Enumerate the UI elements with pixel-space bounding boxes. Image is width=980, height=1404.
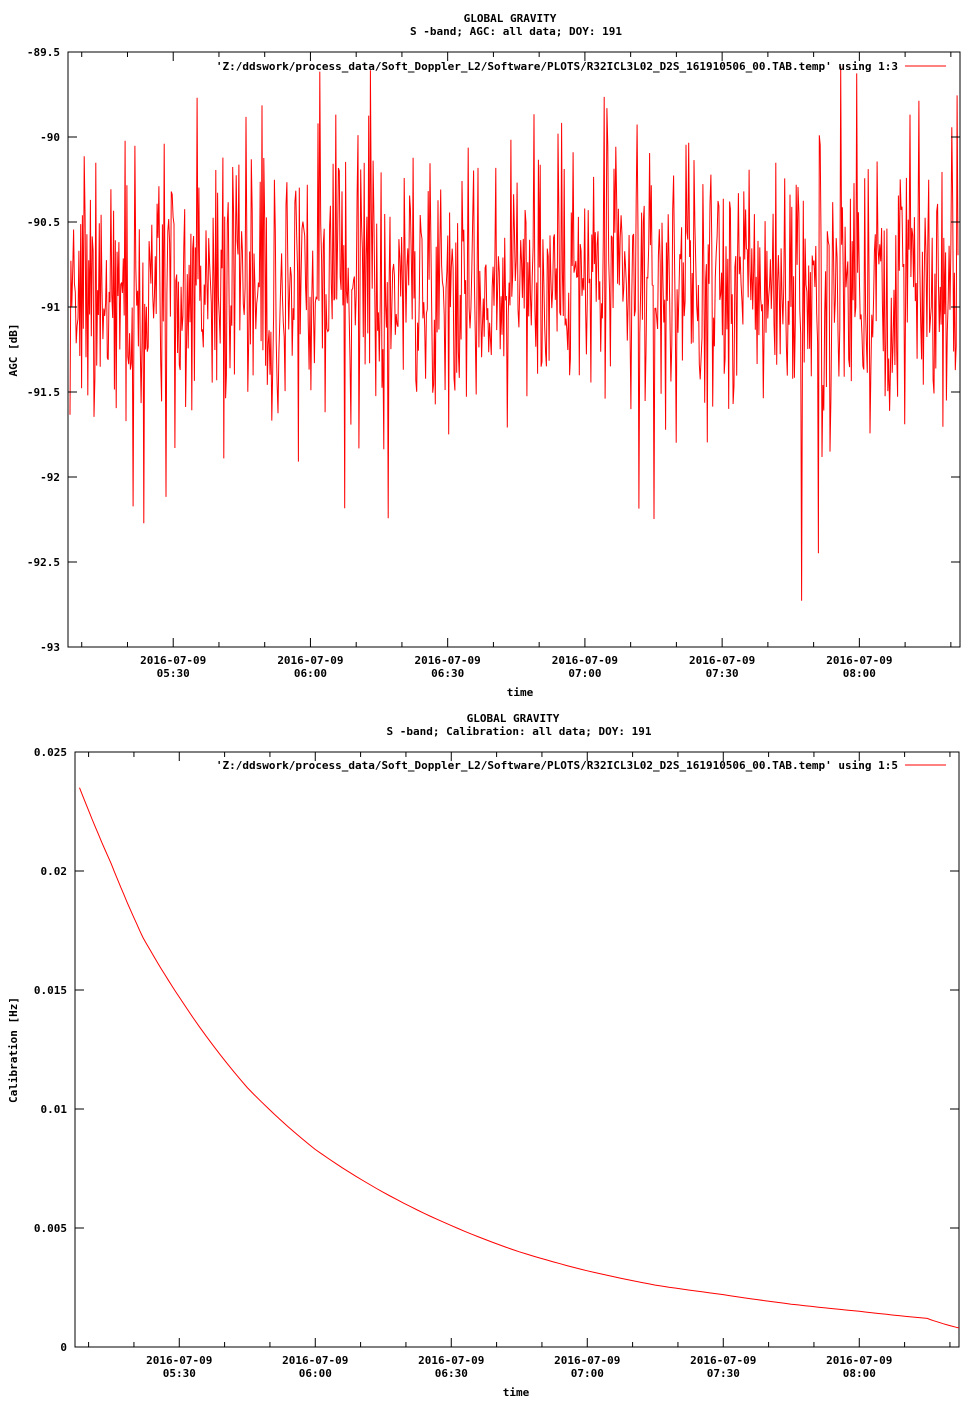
x-tick-time-label: 07:00 xyxy=(568,667,601,680)
x-tick-date-label: 2016-07-09 xyxy=(415,654,481,667)
x-tick-time-label: 06:00 xyxy=(294,667,327,680)
calibration-series-line xyxy=(79,787,960,1329)
chart2-legend: 'Z:/ddswork/process_data/Soft_Doppler_L2… xyxy=(216,759,946,772)
x-tick-date-label: 2016-07-09 xyxy=(282,1354,348,1367)
y-tick-label: 0 xyxy=(60,1341,67,1354)
y-tick-label: 0.02 xyxy=(41,865,68,878)
y-tick-label: 0.005 xyxy=(34,1222,67,1235)
x-tick-time-label: 07:30 xyxy=(707,1367,740,1380)
x-tick-date-label: 2016-07-09 xyxy=(689,654,755,667)
chart1-y-axis-label: AGC [dB] xyxy=(7,324,20,377)
y-tick-label: -92.5 xyxy=(27,556,60,569)
chart2-series xyxy=(79,787,960,1329)
chart1-plot-frame xyxy=(67,51,961,648)
x-tick-time-label: 07:30 xyxy=(706,667,739,680)
y-tick-label: 0.025 xyxy=(34,746,67,759)
x-tick-date-label: 2016-07-09 xyxy=(554,1354,620,1367)
chart1-title: GLOBAL GRAVITY xyxy=(464,12,557,25)
chart1-x-axis-label: time xyxy=(507,686,534,699)
y-tick-label: 0.015 xyxy=(34,984,67,997)
chart2-title: GLOBAL GRAVITY xyxy=(467,712,560,725)
chart1-series xyxy=(69,66,959,601)
x-tick-date-label: 2016-07-09 xyxy=(277,654,343,667)
y-tick-label: -91.5 xyxy=(27,386,60,399)
x-tick-date-label: 2016-07-09 xyxy=(146,1354,212,1367)
chart1-y-axis: -89.5 -90 -90.5 -91 -91.5 -92 -92.5 -93 xyxy=(27,46,960,654)
chart2-y-axis: 0.025 0.02 0.015 0.01 0.005 0 xyxy=(34,746,959,1354)
y-tick-label: -92 xyxy=(40,471,60,484)
chart2-y-axis-label: Calibration [Hz] xyxy=(7,997,20,1103)
chart1-legend: 'Z:/ddswork/process_data/Soft_Doppler_L2… xyxy=(216,60,946,73)
x-tick-date-label: 2016-07-09 xyxy=(826,1354,892,1367)
chart2-plot-frame xyxy=(74,751,960,1348)
y-tick-label: -93 xyxy=(40,641,60,654)
agc-series-line xyxy=(69,66,959,601)
chart2-subtitle: S -band; Calibration: all data; DOY: 191 xyxy=(387,725,652,738)
x-tick-date-label: 2016-07-09 xyxy=(552,654,618,667)
y-tick-label: 0.01 xyxy=(41,1103,68,1116)
x-tick-date-label: 2016-07-09 xyxy=(690,1354,756,1367)
x-tick-date-label: 2016-07-09 xyxy=(418,1354,484,1367)
y-tick-label: -89.5 xyxy=(27,46,60,59)
y-tick-label: -90.5 xyxy=(27,216,60,229)
chart1-x-axis: 2016-07-0905:302016-07-0906:002016-07-09… xyxy=(81,52,952,680)
y-tick-label: -90 xyxy=(40,131,60,144)
chart2-x-axis: 2016-07-0905:302016-07-0906:002016-07-09… xyxy=(88,752,951,1380)
chart1-legend-label: 'Z:/ddswork/process_data/Soft_Doppler_L2… xyxy=(216,60,898,73)
chart2-legend-label: 'Z:/ddswork/process_data/Soft_Doppler_L2… xyxy=(216,759,898,772)
x-tick-time-label: 08:00 xyxy=(843,667,876,680)
x-tick-time-label: 08:00 xyxy=(843,1367,876,1380)
chart1-subtitle: S -band; AGC: all data; DOY: 191 xyxy=(410,25,622,38)
x-tick-date-label: 2016-07-09 xyxy=(826,654,892,667)
x-tick-time-label: 06:30 xyxy=(435,1367,468,1380)
calibration-chart: GLOBAL GRAVITY S -band; Calibration: all… xyxy=(7,712,960,1399)
x-tick-time-label: 05:30 xyxy=(163,1367,196,1380)
x-tick-time-label: 06:00 xyxy=(299,1367,332,1380)
chart2-x-axis-label: time xyxy=(503,1386,530,1399)
y-tick-label: -91 xyxy=(40,301,60,314)
x-tick-date-label: 2016-07-09 xyxy=(140,654,206,667)
x-tick-time-label: 06:30 xyxy=(431,667,464,680)
agc-chart: GLOBAL GRAVITY S -band; AGC: all data; D… xyxy=(7,12,961,699)
x-tick-time-label: 05:30 xyxy=(157,667,190,680)
x-tick-time-label: 07:00 xyxy=(571,1367,604,1380)
